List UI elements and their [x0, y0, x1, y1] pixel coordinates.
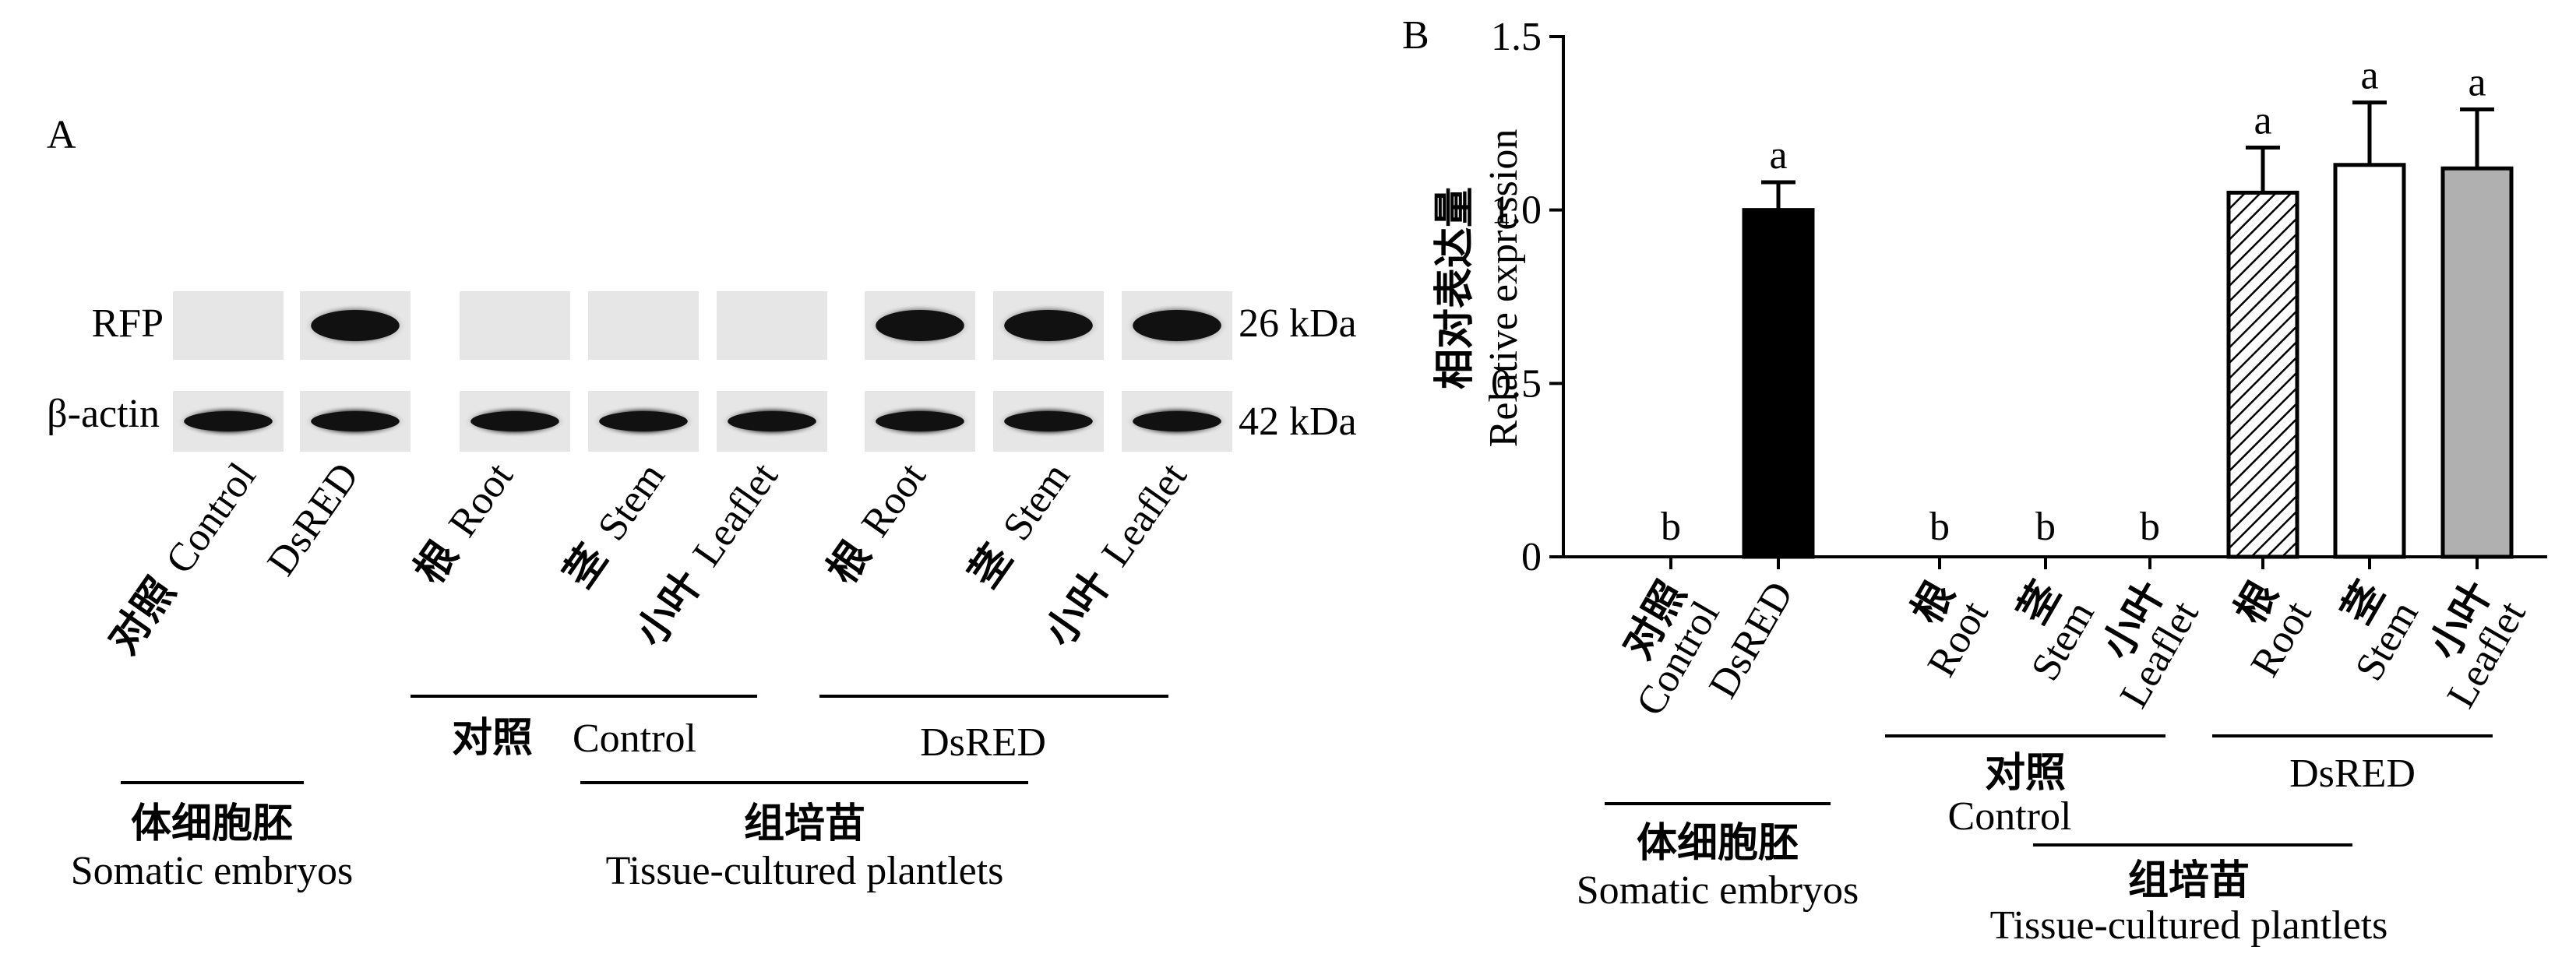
bar — [2333, 163, 2406, 559]
lane-label-part: 根 — [407, 533, 467, 592]
blot-band-core — [311, 310, 400, 341]
x-category-label: 小叶Leaflet — [2422, 575, 2535, 716]
significance-label: b — [2035, 505, 2056, 549]
lane-label: DsRED — [259, 455, 367, 583]
panel-b-label: B — [1402, 13, 1429, 58]
lane-label-part: DsRED — [259, 455, 367, 583]
blot-band-core — [599, 411, 688, 431]
control-group-en: Control — [573, 716, 696, 761]
control-group-cn: 对照 — [452, 716, 533, 761]
b-somatic-en: Somatic embryos — [1577, 868, 1859, 913]
lane-label-part: 对照 — [100, 570, 184, 662]
somatic-en: Somatic embryos — [71, 849, 354, 893]
blot-lane-bg — [588, 291, 699, 360]
x-category-label: DsRED — [1700, 575, 1802, 706]
blot-lane-bg — [460, 291, 570, 360]
b-control-group-en: Control — [1948, 794, 2072, 839]
actin-kda-label: 42 kDa — [1239, 400, 1357, 444]
blot-band-core — [470, 411, 559, 431]
lane-label: 茎Stem — [961, 455, 1079, 596]
b-dsred-group-label: DsRED — [2289, 751, 2416, 796]
lane-label: 茎Stem — [556, 455, 674, 596]
significance-label: a — [2254, 99, 2271, 143]
blot-band-core — [1133, 411, 1221, 431]
x-category-label: 茎Stem — [2334, 574, 2427, 688]
lane-label: 根Root — [819, 454, 935, 593]
panel-a-label: A — [47, 113, 76, 157]
blot-band-core — [1004, 310, 1093, 341]
lane-label-part: Root — [853, 455, 935, 545]
lane-label-part: Control — [157, 455, 265, 582]
lane-label-text: 根Root — [407, 454, 522, 592]
lane-label-part: Stem — [590, 455, 674, 548]
b-control-group-cn: 对照 — [1985, 751, 2066, 796]
lane-label-text: 茎Stem — [961, 455, 1079, 596]
b-somatic-cn: 体细胞胚 — [1637, 821, 1799, 866]
bar — [2226, 190, 2299, 559]
lane-label-part: 根 — [819, 533, 879, 592]
significance-label: a — [2360, 54, 2378, 98]
lane-label: 根Root — [407, 454, 522, 593]
blot-lane-bg — [173, 291, 284, 360]
tissue-cn: 组培苗 — [744, 801, 865, 847]
blot-lane-bg — [717, 291, 827, 360]
lane-label-part: Stem — [995, 455, 1079, 548]
rfp-row-label: RFP — [91, 301, 164, 346]
x-category-label: 根Root — [1904, 574, 1997, 685]
lane-label-part: 茎 — [556, 537, 616, 596]
lane-label-part: 小叶 — [1037, 563, 1119, 655]
significance-label: a — [1769, 133, 1787, 178]
lane-label-part: Leaflet — [1094, 455, 1196, 575]
bar — [1742, 208, 1815, 559]
lane-label-text: DsRED — [259, 455, 367, 583]
significance-label: b — [1661, 505, 1681, 549]
lane-label-part: 茎 — [961, 537, 1021, 596]
x-category-label: 根Root — [2227, 574, 2321, 685]
significance-label: b — [1929, 505, 1950, 549]
lane-label-part: 小叶 — [628, 563, 710, 655]
lane-label-text: 根Root — [819, 454, 935, 592]
x-category-text: DsRED — [1700, 575, 1802, 706]
bar-chart-panel: B 相对表达量 Relative expression 0 0.5 1.0 1.5 b… — [1402, 13, 2547, 948]
rfp-kda-label: 26 kDa — [1239, 301, 1357, 346]
b-tissue-en: Tissue-cultured plantlets — [1990, 903, 2388, 948]
lane-label-part: Leaflet — [685, 455, 787, 575]
actin-row-label: β-actin — [47, 392, 160, 436]
blot-band-core — [311, 411, 400, 431]
y-tick-label: 0 — [1521, 535, 1542, 579]
dsred-group-label: DsRED — [920, 720, 1046, 765]
western-blot-panel: A RFP β-actin 26 kDa 42 kDa 对照ControlDsR… — [47, 113, 1357, 893]
ylabel-en: Relative expression — [1482, 129, 1526, 448]
somatic-cn: 体细胞胚 — [131, 801, 293, 847]
blot-band-core — [876, 411, 964, 431]
significance-label: a — [2468, 61, 2486, 105]
lane-label-text: 茎Stem — [556, 455, 674, 596]
blot-band-core — [728, 411, 816, 431]
blot-band-core — [876, 310, 964, 341]
x-category-label: 茎Stem — [2010, 574, 2103, 688]
blot-band-core — [1004, 411, 1093, 431]
x-category-label: 小叶Leaflet — [2095, 575, 2208, 716]
x-category-label: 对照Control — [1615, 574, 1728, 723]
lane-label-text: 对照Control — [100, 455, 265, 663]
y-tick-label: 1.0 — [1491, 188, 1542, 233]
significance-label: b — [2140, 505, 2160, 549]
y-tick-label: 1.5 — [1491, 15, 1542, 59]
lane-label-part: Root — [440, 455, 522, 545]
blot-band-core — [184, 411, 273, 431]
b-tissue-cn: 组培苗 — [2128, 858, 2250, 903]
bar — [2440, 166, 2514, 559]
ylabel-cn: 相对表达量 — [1432, 187, 1478, 389]
blot-band-core — [1133, 310, 1221, 341]
y-tick-label: 0.5 — [1491, 361, 1542, 406]
tissue-en: Tissue-cultured plantlets — [606, 849, 1004, 893]
lane-label: 对照Control — [100, 455, 265, 663]
